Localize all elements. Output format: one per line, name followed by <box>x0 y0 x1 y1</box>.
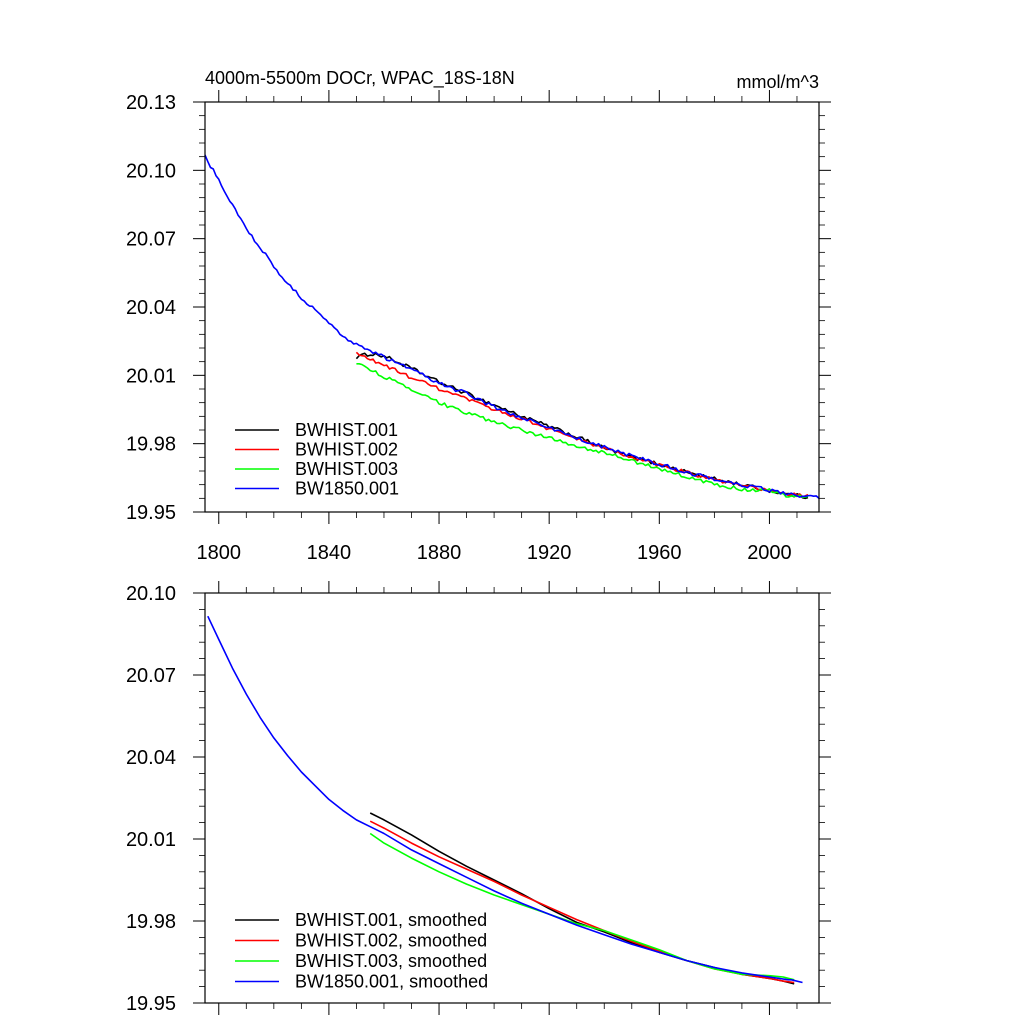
xtick-label: 1840 <box>307 542 352 564</box>
series-line-1 <box>355 351 809 498</box>
top-plot-area: 19.95 19.98 20.01 20.04 20.07 20.10 20.13 1800 1… <box>126 90 831 564</box>
series-line-3 <box>204 154 820 499</box>
xtick-label: 1880 <box>417 542 462 564</box>
xtick-label: 1960 <box>637 542 682 564</box>
xtick-label: 1800 <box>197 542 242 564</box>
series-line-2 <box>369 832 795 981</box>
bottom-plot-area: 19.95 19.98 20.01 20.04 20.07 20.10 BWHIST.001… <box>126 581 831 1015</box>
xtick-label: 2000 <box>747 542 792 564</box>
legend-label: BW1850.001 <box>295 479 399 499</box>
ytick-label: 20.07 <box>126 229 176 251</box>
legend-label: BWHIST.001, smoothed <box>295 910 487 930</box>
top-plot-frame <box>204 101 820 513</box>
ytick-label: 20.10 <box>126 583 176 605</box>
ytick-label: 20.04 <box>126 297 176 319</box>
legend-label: BWHIST.002 <box>295 440 398 460</box>
bottom-panel: 19.95 19.98 20.01 20.04 20.07 20.10 BWHIST.001… <box>126 581 831 1015</box>
bottom-plot-frame <box>204 592 820 1004</box>
ytick-label: 20.13 <box>126 92 176 114</box>
ytick-label: 20.01 <box>126 829 176 851</box>
legend-label: BWHIST.003, smoothed <box>295 951 487 971</box>
ytick-label: 20.10 <box>126 160 176 182</box>
series-line-3 <box>207 615 803 984</box>
ytick-label: 19.98 <box>126 434 176 456</box>
ytick-label: 20.07 <box>126 665 176 687</box>
legend-label: BWHIST.002, smoothed <box>295 931 487 951</box>
ytick-label: 19.95 <box>126 993 176 1015</box>
legend-label: BW1850.001, smoothed <box>295 972 488 992</box>
legend-label: BWHIST.003 <box>295 459 398 479</box>
legend-label: BWHIST.001 <box>295 420 398 440</box>
top-panel: 4000m-5500m DOCr, WPAC_18S-18N mmol/m^3 … <box>126 68 831 564</box>
series-line-2 <box>356 362 809 499</box>
ytick-label: 20.01 <box>126 365 176 387</box>
ytick-label: 19.98 <box>126 911 176 933</box>
ytick-label: 20.04 <box>126 747 176 769</box>
panel-title: 4000m-5500m DOCr, WPAC_18S-18N <box>205 68 515 89</box>
xtick-label: 1920 <box>527 542 572 564</box>
ytick-label: 19.95 <box>126 502 176 524</box>
units-label: mmol/m^3 <box>737 72 819 92</box>
